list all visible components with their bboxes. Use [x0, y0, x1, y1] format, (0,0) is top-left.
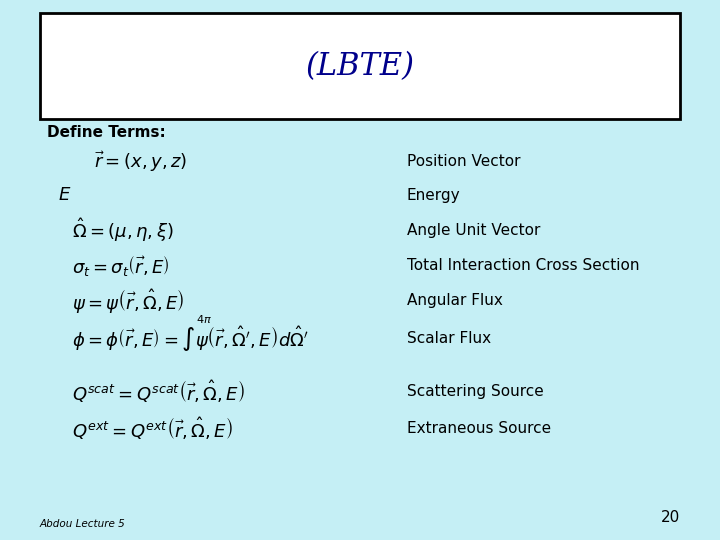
Text: $\psi = \psi\left(\vec{r}, \hat{\Omega}, E\right)$: $\psi = \psi\left(\vec{r}, \hat{\Omega},… — [72, 287, 184, 315]
Text: $\vec{r} = (x, y, z)$: $\vec{r} = (x, y, z)$ — [94, 150, 186, 174]
Bar — [40, 14, 680, 119]
Text: $Q^{ext} = Q^{ext}\left(\vec{r}, \hat{\Omega}, E\right)$: $Q^{ext} = Q^{ext}\left(\vec{r}, \hat{\O… — [72, 415, 233, 441]
Text: $E$: $E$ — [58, 186, 71, 205]
Text: $\phi = \phi\left(\vec{r}, E\right) = \int \psi\left(\vec{r}, \hat{\Omega}', E\r: $\phi = \phi\left(\vec{r}, E\right) = \i… — [72, 324, 309, 353]
Text: Extraneous Source: Extraneous Source — [407, 421, 551, 436]
Text: Angle Unit Vector: Angle Unit Vector — [407, 223, 540, 238]
Text: Total Interaction Cross Section: Total Interaction Cross Section — [407, 258, 639, 273]
Text: Scattering Source: Scattering Source — [407, 384, 544, 399]
Text: (LBTE): (LBTE) — [305, 51, 415, 82]
Text: Scalar Flux: Scalar Flux — [407, 331, 491, 346]
Text: Angular Flux: Angular Flux — [407, 293, 503, 308]
Text: 20: 20 — [661, 510, 680, 525]
Text: Define Terms:: Define Terms: — [47, 125, 166, 140]
Text: $\hat{\Omega} = (\mu, \eta, \xi)$: $\hat{\Omega} = (\mu, \eta, \xi)$ — [72, 217, 174, 245]
Text: Position Vector: Position Vector — [407, 154, 521, 170]
Text: Abdou Lecture 5: Abdou Lecture 5 — [40, 519, 125, 529]
Text: $\sigma_t = \sigma_t\left(\vec{r}, E\right)$: $\sigma_t = \sigma_t\left(\vec{r}, E\rig… — [72, 254, 169, 278]
Text: $4\pi$: $4\pi$ — [196, 313, 212, 325]
Text: $Q^{scat} = Q^{scat}\left(\vec{r}, \hat{\Omega}, E\right)$: $Q^{scat} = Q^{scat}\left(\vec{r}, \hat{… — [72, 379, 245, 404]
Text: Energy: Energy — [407, 188, 460, 203]
